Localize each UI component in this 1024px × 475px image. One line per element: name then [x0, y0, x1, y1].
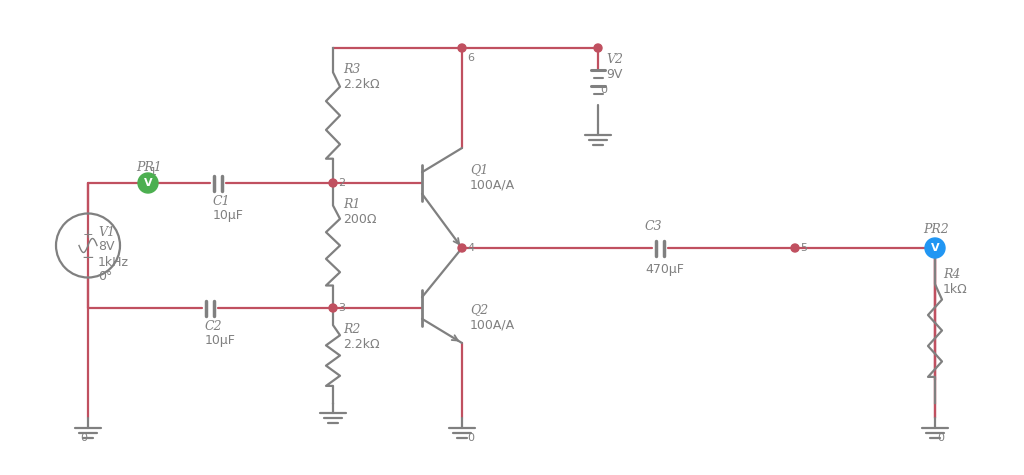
Text: V2: V2 — [606, 53, 623, 66]
Circle shape — [791, 244, 799, 252]
Text: 470μF: 470μF — [645, 263, 684, 276]
Text: 100A/A: 100A/A — [470, 318, 515, 331]
Circle shape — [594, 44, 602, 52]
Text: 8V: 8V — [98, 240, 115, 254]
Circle shape — [138, 173, 158, 193]
Text: R1: R1 — [343, 198, 360, 211]
Text: R2: R2 — [343, 323, 360, 336]
Text: Q2: Q2 — [470, 303, 488, 316]
Text: V1: V1 — [98, 226, 115, 238]
Text: 2.2kΩ: 2.2kΩ — [343, 78, 380, 91]
Text: V: V — [931, 243, 939, 253]
Text: 0: 0 — [600, 85, 607, 95]
Text: 1kHz: 1kHz — [98, 256, 129, 268]
Text: 5: 5 — [800, 243, 807, 253]
Text: 0: 0 — [467, 433, 474, 443]
Text: 0°: 0° — [98, 270, 113, 284]
Circle shape — [925, 238, 945, 258]
Text: 0: 0 — [937, 433, 944, 443]
Text: 200Ω: 200Ω — [343, 213, 377, 226]
Text: 1kΩ: 1kΩ — [943, 283, 968, 296]
Text: PR2: PR2 — [923, 223, 949, 236]
Text: R4: R4 — [943, 268, 961, 281]
Circle shape — [329, 179, 337, 187]
Circle shape — [458, 44, 466, 52]
Text: PR1: PR1 — [136, 161, 162, 174]
Text: 100A/A: 100A/A — [470, 178, 515, 191]
Text: 9V: 9V — [606, 68, 623, 81]
Text: −: − — [82, 250, 94, 265]
Circle shape — [458, 244, 466, 252]
Text: V: V — [143, 178, 153, 188]
Text: C1: C1 — [213, 195, 230, 208]
Text: C3: C3 — [645, 220, 663, 233]
Text: 6: 6 — [467, 53, 474, 63]
Text: 2: 2 — [338, 178, 345, 188]
Text: 0: 0 — [80, 433, 87, 443]
Text: 4: 4 — [467, 243, 474, 253]
Text: 10μF: 10μF — [205, 334, 236, 347]
Text: 10μF: 10μF — [213, 209, 244, 222]
Circle shape — [329, 304, 337, 312]
Text: Q1: Q1 — [470, 163, 488, 176]
Text: 3: 3 — [338, 303, 345, 313]
Text: 1: 1 — [150, 167, 157, 177]
Text: 2.2kΩ: 2.2kΩ — [343, 338, 380, 351]
Text: R3: R3 — [343, 63, 360, 76]
Text: +: + — [83, 228, 93, 241]
Text: C2: C2 — [205, 320, 222, 333]
